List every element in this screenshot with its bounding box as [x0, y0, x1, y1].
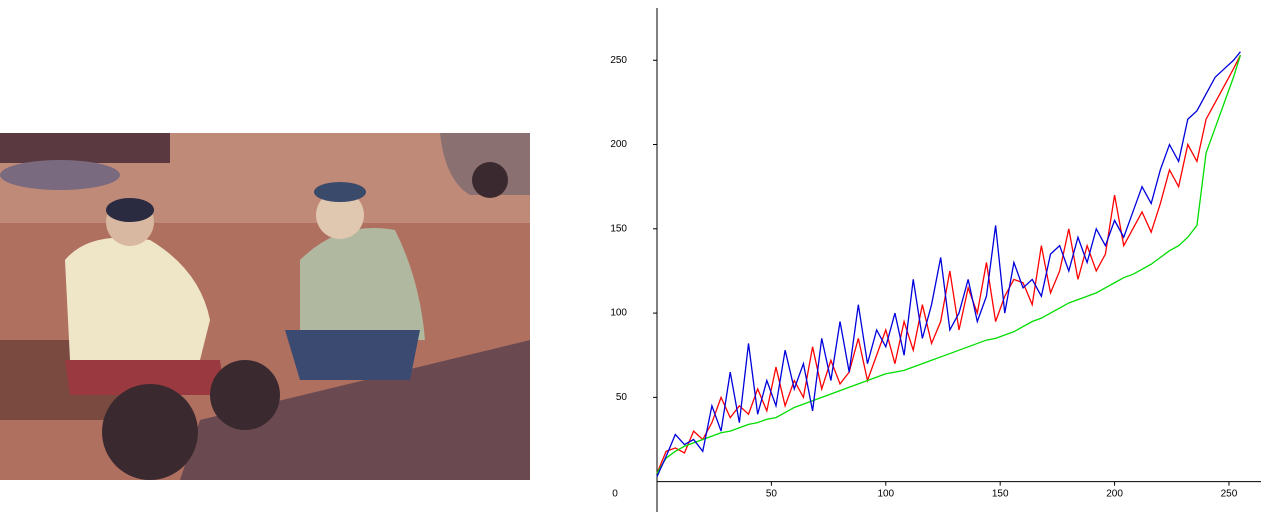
photo [0, 133, 530, 480]
data-line [657, 52, 1240, 477]
x-tick-label: 50 [766, 488, 778, 499]
y-tick-label: 100 [610, 308, 627, 319]
data-line [657, 55, 1240, 473]
y-tick-label: 150 [610, 223, 627, 234]
page: 50100150200250050100150200250 (() => { c… [0, 0, 1266, 512]
x-tick-label: 0 [612, 488, 618, 499]
y-tick-label: 250 [610, 55, 627, 66]
y-tick-label: 50 [616, 392, 628, 403]
x-tick-label: 150 [992, 488, 1009, 499]
page-canvas: 50 100 150 200 250 0 50 100 150 200 250 [0, 0, 1266, 512]
x-tick-label: 100 [877, 488, 894, 499]
y-tick-label: 200 [610, 139, 627, 150]
x-tick-label: 200 [1106, 488, 1123, 499]
x-tick-label: 250 [1221, 488, 1238, 499]
